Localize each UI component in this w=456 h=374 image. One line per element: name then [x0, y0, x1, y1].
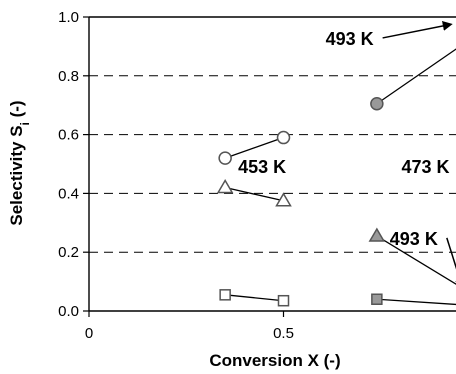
series-line	[225, 294, 284, 302]
data-point-square	[371, 293, 383, 305]
grid-lines	[89, 75, 456, 253]
y-tick-label: 0.8	[58, 68, 79, 85]
series-line	[376, 298, 456, 306]
annotation-arrow	[446, 237, 456, 290]
y-tick-label: 1.0	[58, 9, 79, 26]
data-point-circle	[218, 151, 232, 165]
data-point-square	[219, 289, 231, 301]
annotations: 453 K 473 K 493 K 493 K	[238, 21, 456, 290]
temperature-label: 493 K	[326, 29, 374, 49]
y-tick-label: 0.2	[58, 244, 79, 261]
data-series	[216, 48, 456, 307]
data-point-circle	[276, 130, 291, 145]
series-line	[225, 186, 284, 202]
data-point-circle	[370, 96, 384, 111]
temperature-label: 473 K	[401, 157, 449, 177]
data-point-triangle	[216, 179, 234, 194]
y-tick-label: 0.0	[58, 303, 79, 320]
y-tick-label: 0.4	[58, 185, 79, 202]
series-line	[224, 136, 284, 159]
x-axis-label: Conversion X (-)	[209, 351, 340, 370]
annotation-arrow	[382, 21, 453, 39]
x-tick-label: 0	[85, 325, 93, 342]
y-axis-label: Selectivity Si (-)	[7, 100, 32, 225]
data-point-triangle	[275, 192, 292, 207]
temperature-label: 493 K	[390, 229, 438, 249]
axes	[83, 16, 456, 317]
series-line	[376, 235, 456, 285]
x-tick-label: 0.5	[273, 325, 294, 342]
tick-labels: 0.0 0.2 0.4 0.6 0.8 1.0 0 0.5	[58, 9, 294, 342]
data-point-triangle	[368, 227, 386, 242]
temperature-label: 453 K	[238, 157, 286, 177]
data-point-square	[277, 294, 290, 307]
series-line	[376, 48, 456, 105]
y-tick-label: 0.6	[58, 127, 79, 144]
